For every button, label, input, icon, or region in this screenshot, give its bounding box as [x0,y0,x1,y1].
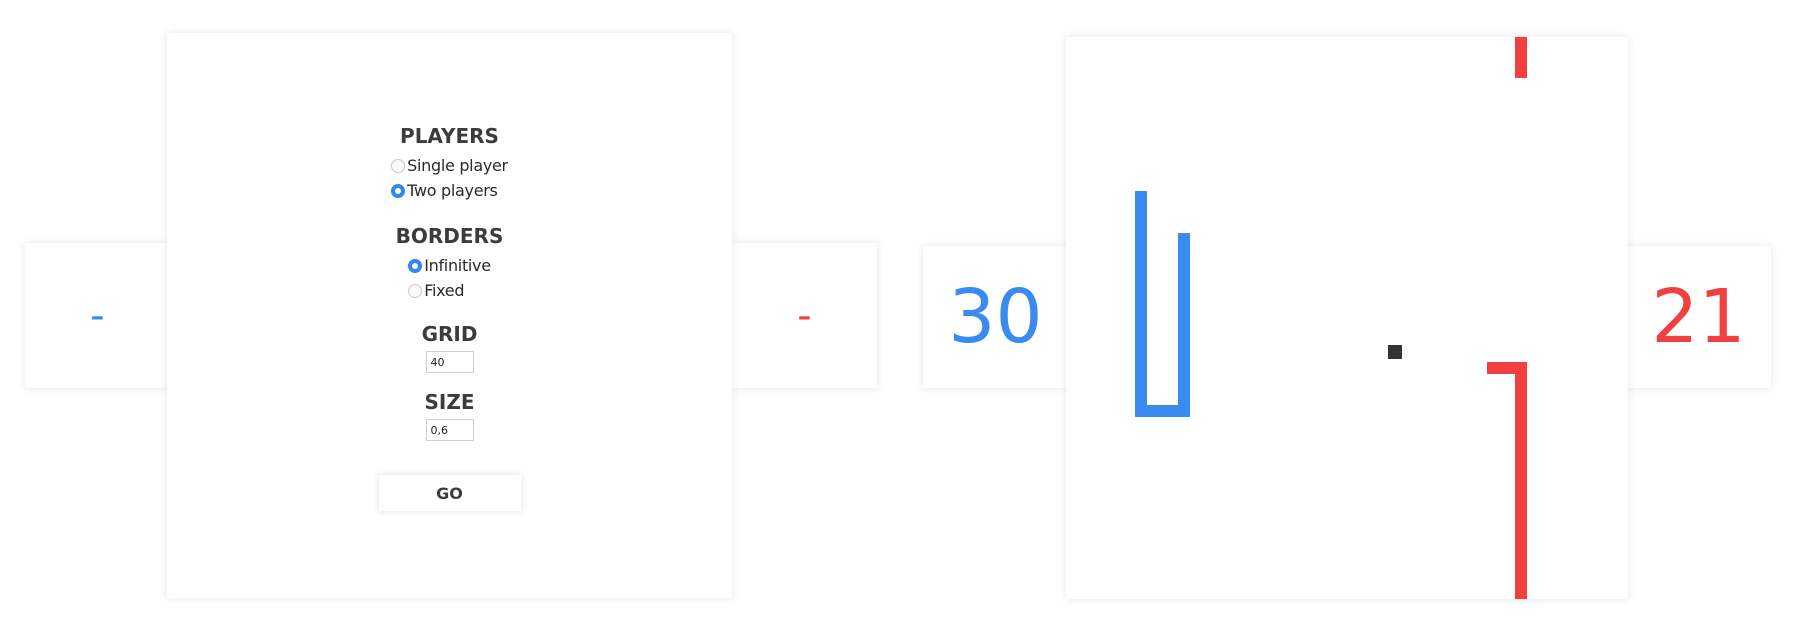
game-player1-score-value: 30 [948,274,1043,360]
player1-snake [1135,191,1190,417]
fixed-option[interactable]: Fixed [408,278,464,303]
player2-snake [1487,362,1527,599]
go-button[interactable]: GO [378,475,521,511]
fixed-radio[interactable] [408,283,423,298]
single-player-label: Single player [407,156,508,175]
fixed-label: Fixed [424,281,465,300]
size-input[interactable] [425,419,474,441]
players-title: PLAYERS [400,124,499,148]
single-player-radio[interactable] [391,158,406,173]
food [1388,345,1402,359]
borders-options: Infinitive Fixed [408,253,491,303]
game-canvas [1135,37,1527,599]
player1-score-value: - [90,292,105,339]
player2-score-value: - [797,292,812,339]
borders-title: BORDERS [395,224,504,248]
two-players-radio[interactable] [391,183,406,198]
game-player1-score: 30 [923,246,1068,388]
grid-title: GRID [421,322,478,346]
grid-input[interactable] [425,351,474,373]
settings-panel: PLAYERS Single player Two players BORDER… [167,33,732,598]
player1-score: - [25,243,170,388]
infinitive-label: Infinitive [424,256,491,275]
infinitive-option[interactable]: Infinitive [408,253,491,278]
size-title: SIZE [424,390,475,414]
two-players-label: Two players [407,181,498,200]
players-options: Single player Two players [391,153,508,203]
game-player2-score: 21 [1626,246,1771,388]
settings-form: PLAYERS Single player Two players BORDER… [167,123,732,511]
game-player2-score-value: 21 [1651,274,1746,360]
single-player-option[interactable]: Single player [391,153,508,178]
game-board [1066,37,1628,599]
player2-score: - [732,243,877,388]
infinitive-radio[interactable] [408,258,423,273]
two-players-option[interactable]: Two players [391,178,498,203]
